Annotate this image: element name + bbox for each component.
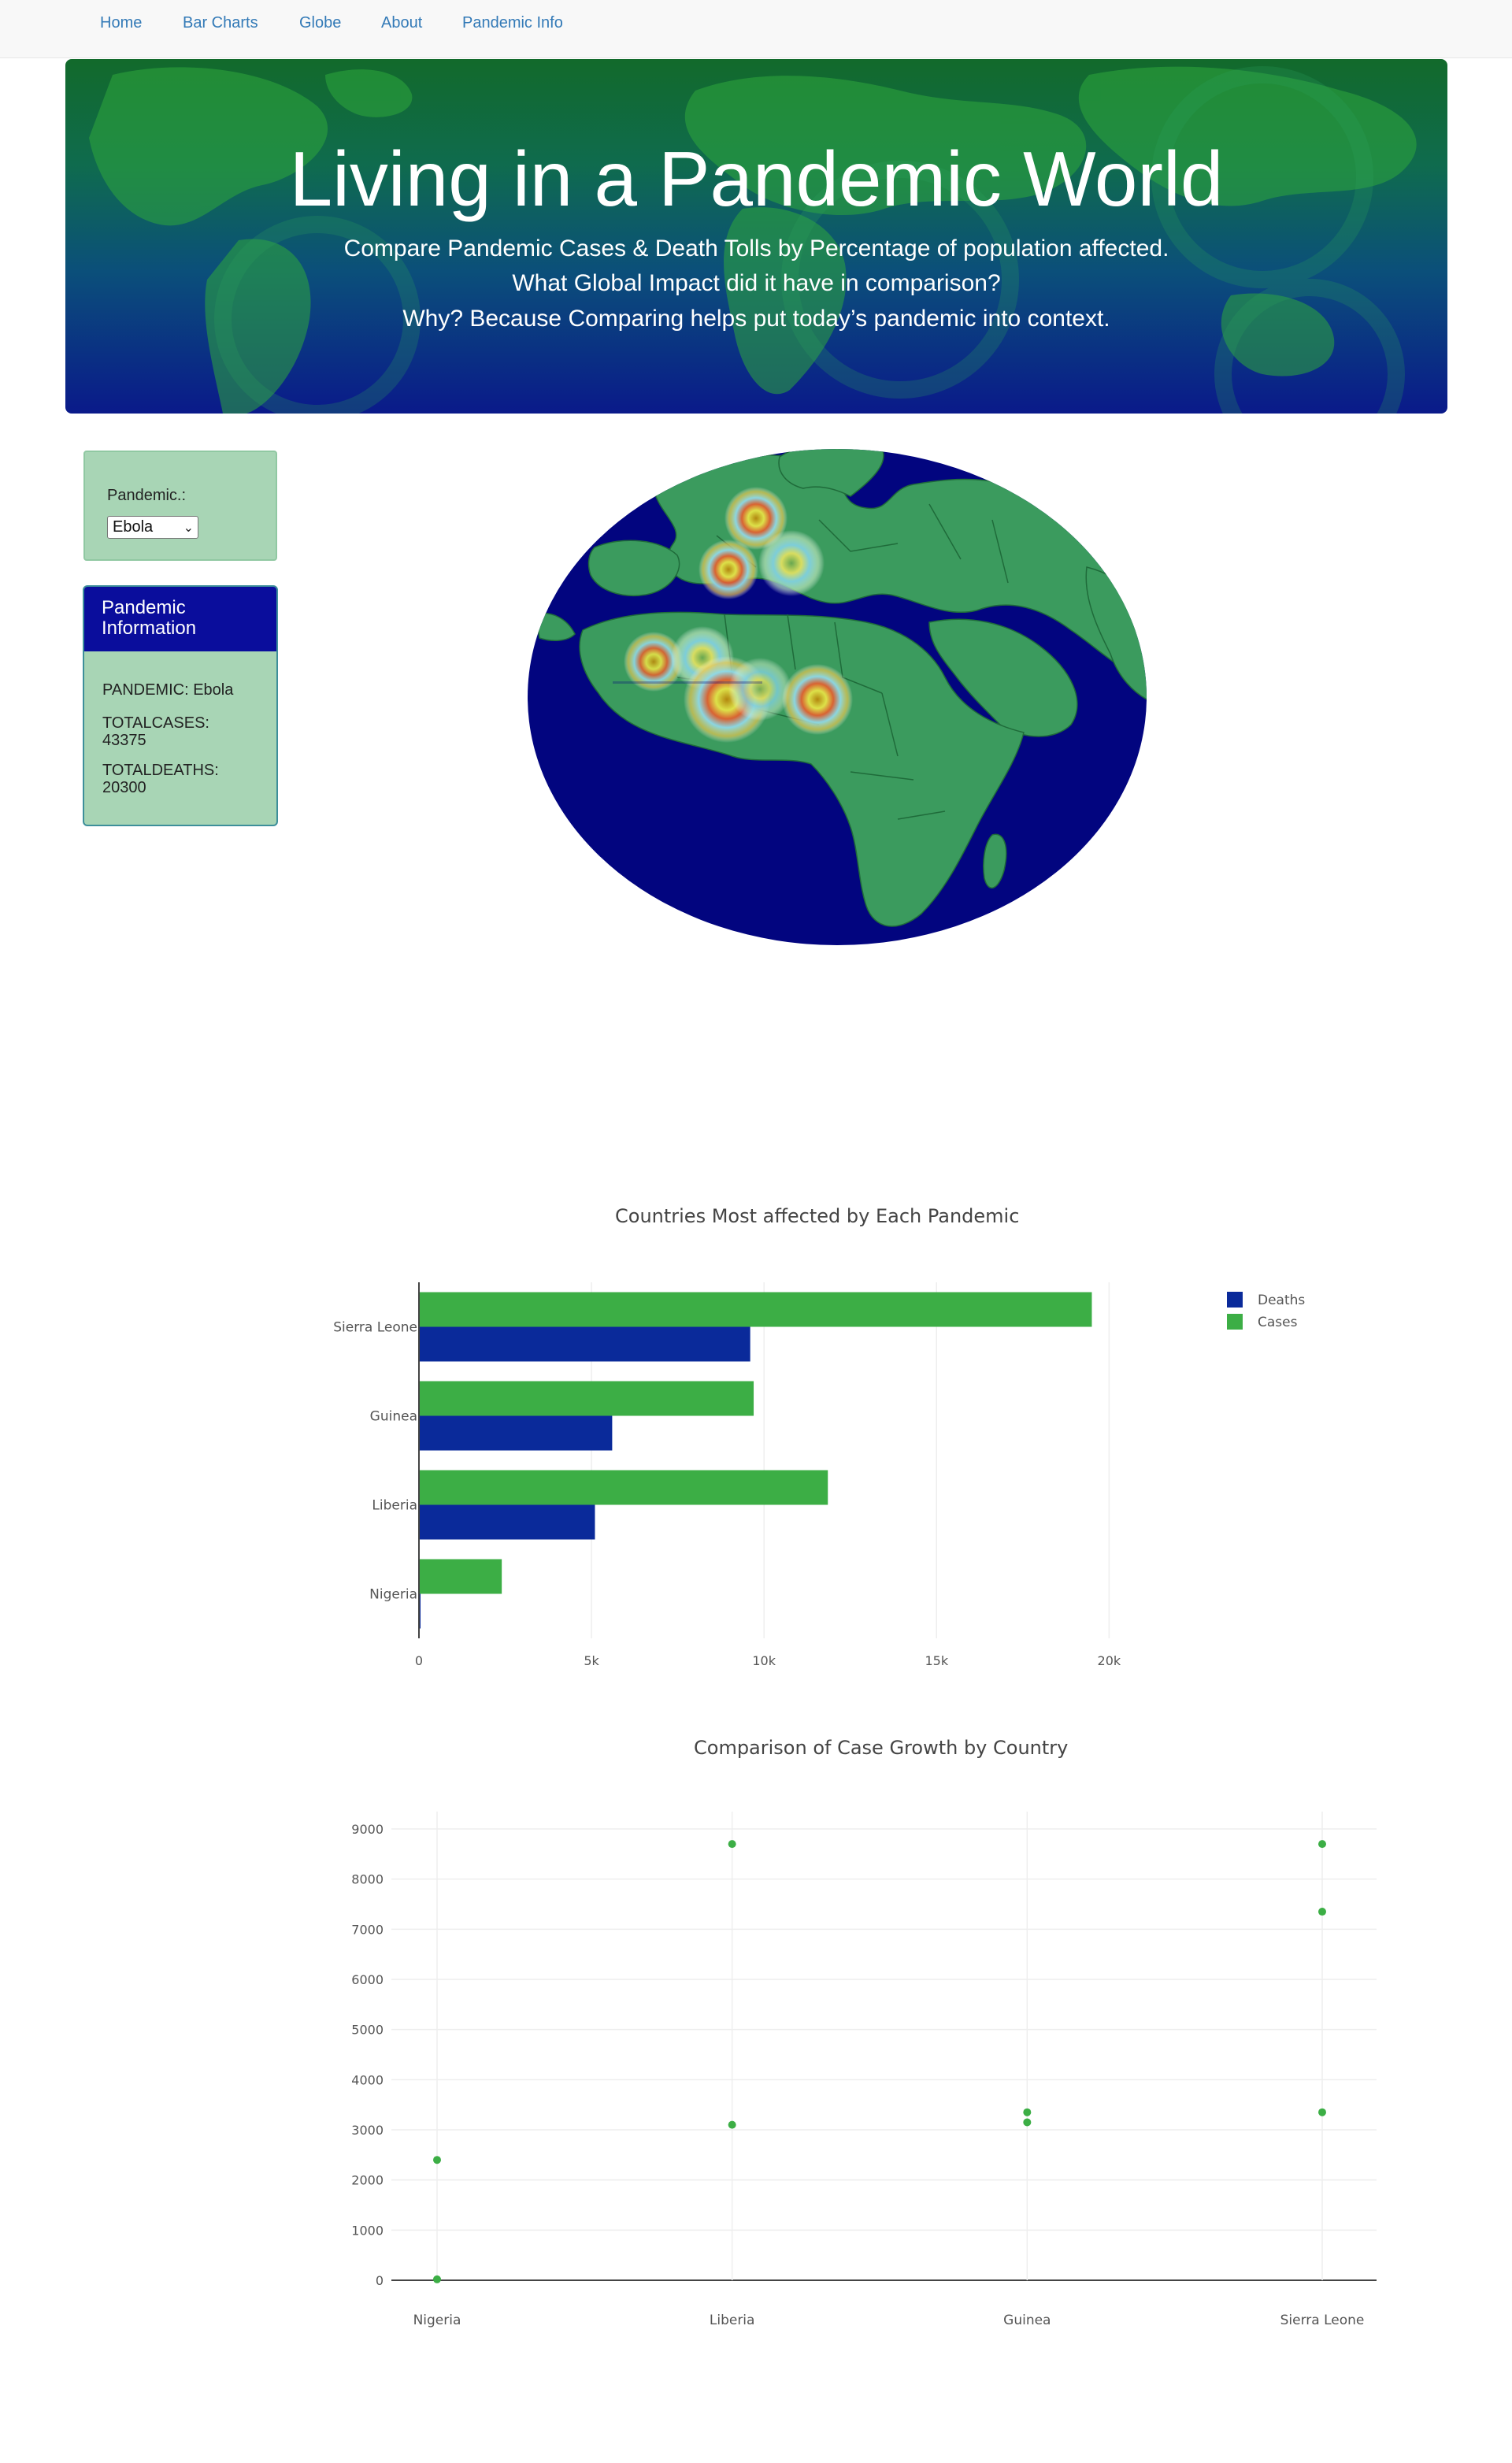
nav-globe-link[interactable]: Globe — [299, 14, 342, 32]
navbar: Home Bar Charts Globe About Pandemic Inf… — [0, 0, 1512, 58]
bar-chart-category-label: Nigeria — [369, 1587, 417, 1603]
scatter-point[interactable] — [728, 1840, 736, 1849]
bar-chart-category-label: Liberia — [372, 1498, 417, 1514]
legend-swatch[interactable] — [1227, 1292, 1243, 1308]
scatter-y-tick-label: 1000 — [351, 2223, 384, 2238]
info-panel-header: Pandemic Information — [84, 587, 276, 651]
globe-outbreak-markers — [613, 487, 853, 743]
scatter-point[interactable] — [1318, 1840, 1326, 1849]
scatter-y-tick-label: 6000 — [351, 1972, 384, 1987]
bar-chart-x-tick-label: 15k — [925, 1653, 948, 1668]
scatter-point[interactable] — [433, 2156, 441, 2164]
bar-deaths[interactable] — [419, 1504, 595, 1540]
chevron-down-icon: ⌄ — [183, 521, 194, 535]
page-title: Living in a Pandemic World — [289, 135, 1224, 222]
bar-cases[interactable] — [419, 1470, 828, 1505]
bar-chart-x-tick-label: 20k — [1098, 1653, 1121, 1668]
scatter-point[interactable] — [433, 2275, 441, 2283]
nav-bar-charts-link[interactable]: Bar Charts — [183, 14, 258, 32]
scatter-x-tick-label: Guinea — [1003, 2313, 1051, 2328]
scatter-y-tick-label: 2000 — [351, 2173, 384, 2188]
pandemic-info-panel: Pandemic Information PANDEMIC: Ebola TOT… — [83, 585, 278, 826]
scatter-y-tick-label: 0 — [376, 2273, 384, 2288]
bar-cases[interactable] — [419, 1292, 1092, 1327]
scatter-point[interactable] — [1318, 1908, 1326, 1916]
nav-about-link[interactable]: About — [381, 14, 423, 32]
bar-chart: 0 5k 10k 15k 20k Sierra Leone Guinea Liberia Nig… — [333, 1282, 1305, 1668]
scatter-point[interactable] — [1318, 2108, 1326, 2116]
pandemic-select-value: Ebola — [113, 518, 154, 536]
scatter-y-tick-label: 4000 — [351, 2072, 384, 2087]
legend-label[interactable]: Cases — [1258, 1315, 1298, 1330]
bar-chart-x-tick-label: 10k — [752, 1653, 776, 1668]
pandemic-select-label: Pandemic.: — [107, 487, 187, 504]
pandemic-select[interactable]: Ebola ⌄ — [107, 516, 198, 539]
nav-pandemic-info-link[interactable]: Pandemic Info — [462, 14, 563, 32]
legend-label[interactable]: Deaths — [1258, 1293, 1305, 1308]
scatter-chart: 0 1000 2000 3000 4000 5000 6000 7000 8000 9000 Nig… — [351, 1812, 1377, 2328]
scatter-y-tick-label: 3000 — [351, 2123, 384, 2138]
hero-subtitle-line-2: What Global Impact did it have in compar… — [512, 270, 1001, 296]
bar-chart-category-label: Guinea — [370, 1409, 417, 1425]
info-total-deaths-label: TOTALDEATHS: — [102, 762, 219, 779]
scatter-y-tick-label: 8000 — [351, 1872, 384, 1887]
info-total-cases-label: TOTALCASES: — [102, 714, 209, 732]
nav-home-link[interactable]: Home — [100, 14, 143, 32]
legend-swatch[interactable] — [1227, 1314, 1243, 1330]
info-total-cases-value: 43375 — [102, 732, 146, 749]
bar-chart-category-label: Sierra Leone — [333, 1320, 417, 1336]
scatter-y-tick-label: 5000 — [351, 2023, 384, 2038]
scatter-point[interactable] — [1023, 2108, 1032, 2116]
hero-banner: Living in a Pandemic World Compare Pande… — [65, 59, 1447, 414]
pandemic-selector-panel: Pandemic.: Ebola ⌄ — [83, 451, 277, 561]
bar-chart-x-tick-label: 5k — [584, 1653, 599, 1668]
scatter-x-tick-label: Liberia — [710, 2313, 755, 2328]
bar-chart-title: Countries Most affected by Each Pandemic — [615, 1205, 1020, 1227]
info-pandemic: PANDEMIC: Ebola — [102, 681, 234, 699]
world-map-background — [89, 66, 1417, 414]
scatter-chart-title: Comparison of Case Growth by Country — [694, 1737, 1069, 1759]
bar-chart-x-tick-label: 0 — [415, 1653, 423, 1668]
bar-deaths[interactable] — [419, 1326, 750, 1362]
scatter-y-tick-label: 9000 — [351, 1822, 384, 1837]
scatter-point[interactable] — [1023, 2118, 1032, 2127]
info-total-deaths-value: 20300 — [102, 779, 146, 796]
scatter-x-tick-label: Nigeria — [413, 2313, 461, 2328]
hero-subtitle-line-3: Why? Because Comparing helps put today’s… — [402, 306, 1110, 332]
hero-subtitle-line-1: Compare Pandemic Cases & Death Tolls by … — [343, 236, 1169, 262]
scatter-point[interactable] — [728, 2120, 736, 2129]
globe-view[interactable] — [520, 441, 1150, 953]
bar-deaths[interactable] — [419, 1415, 613, 1451]
bar-cases[interactable] — [419, 1381, 754, 1416]
bar-cases[interactable] — [419, 1559, 502, 1594]
scatter-x-tick-label: Sierra Leone — [1280, 2313, 1365, 2328]
scatter-y-tick-label: 7000 — [351, 1922, 384, 1937]
